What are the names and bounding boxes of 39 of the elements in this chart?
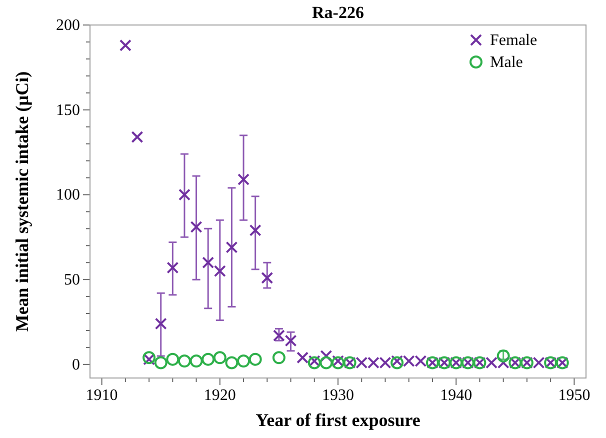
legend-label: Female bbox=[490, 32, 538, 49]
x-axis-title: Year of first exposure bbox=[256, 410, 420, 430]
point bbox=[237, 354, 250, 368]
x-tick-label: 1920 bbox=[204, 387, 236, 404]
y-tick-label: 200 bbox=[56, 17, 80, 34]
y-tick-label: 150 bbox=[56, 102, 80, 119]
y-tick-label: 0 bbox=[72, 356, 80, 374]
x-tick-label: 1910 bbox=[86, 387, 118, 404]
point bbox=[166, 262, 179, 274]
point bbox=[154, 318, 167, 330]
point bbox=[320, 350, 332, 362]
point bbox=[190, 220, 202, 233]
point bbox=[226, 241, 238, 254]
point bbox=[166, 352, 180, 366]
x-tick-label: 1940 bbox=[440, 387, 472, 404]
point bbox=[202, 256, 214, 269]
point bbox=[248, 352, 262, 366]
point bbox=[249, 224, 262, 236]
point bbox=[214, 265, 226, 278]
point bbox=[178, 188, 190, 201]
point bbox=[119, 39, 132, 52]
point bbox=[320, 356, 333, 370]
x-tick-label: 1950 bbox=[558, 387, 590, 404]
y-axis-title: Mean initial systemic intake (µCi) bbox=[12, 71, 32, 332]
point bbox=[261, 272, 274, 284]
point bbox=[213, 351, 226, 364]
point bbox=[154, 356, 168, 370]
x-tick-label: 1930 bbox=[322, 387, 354, 404]
chart-title: Ra-226 bbox=[312, 3, 364, 22]
point bbox=[131, 131, 144, 144]
point bbox=[225, 356, 238, 370]
point bbox=[178, 354, 191, 368]
point bbox=[272, 351, 286, 364]
point bbox=[238, 173, 250, 186]
y-tick-label: 100 bbox=[56, 186, 80, 204]
point bbox=[202, 352, 215, 366]
y-tick-label: 50 bbox=[64, 272, 80, 289]
legend-label: Male bbox=[490, 54, 523, 71]
point bbox=[190, 354, 203, 368]
